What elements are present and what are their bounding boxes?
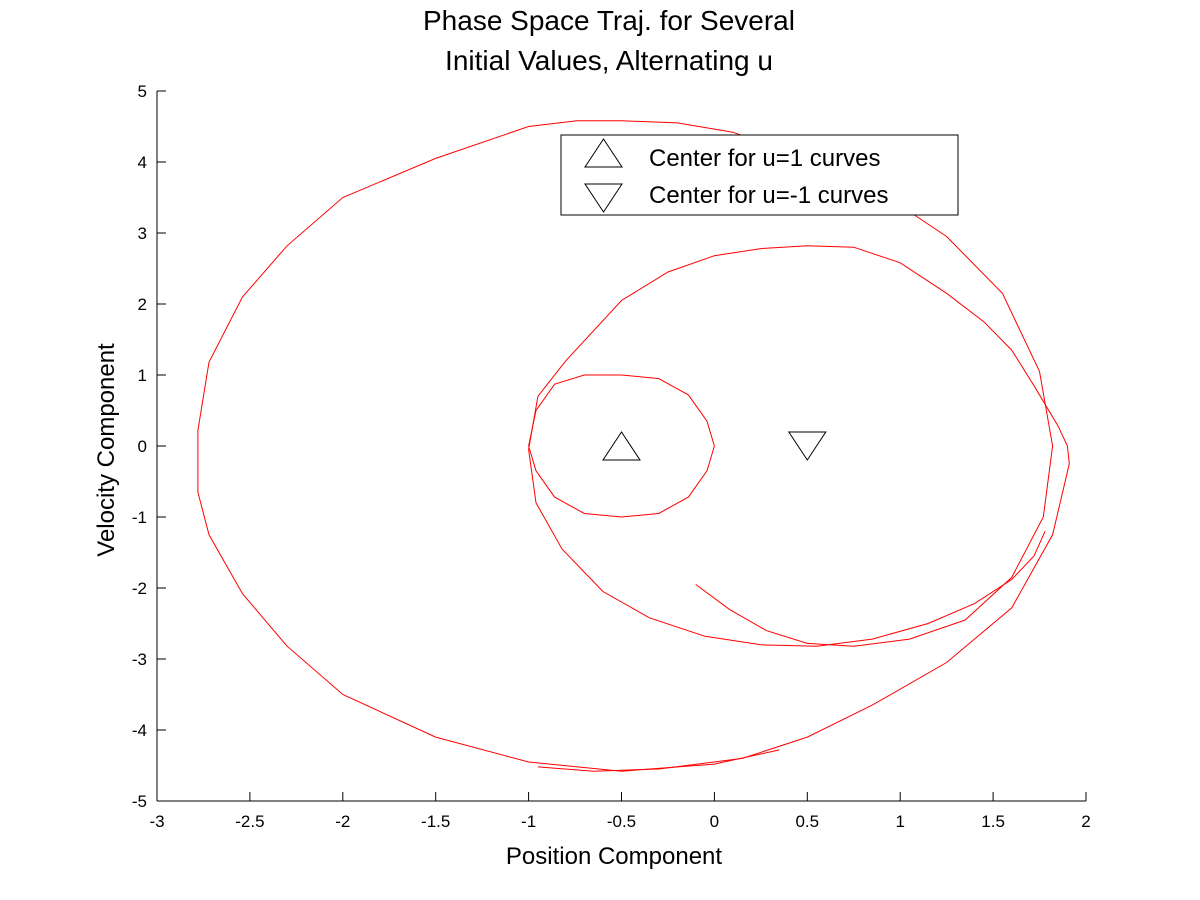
x-tick-label: -0.5 <box>607 812 636 831</box>
y-tick-label: 4 <box>138 153 147 172</box>
legend-triangle-up-icon <box>584 138 623 168</box>
x-tick-label: 0 <box>710 812 719 831</box>
x-tick-label: -1 <box>521 812 536 831</box>
y-tick-label: 1 <box>138 366 147 385</box>
trajectory-line-4 <box>528 374 715 518</box>
trajectory-line-2 <box>197 120 780 772</box>
y-tick-label: -1 <box>132 508 147 527</box>
y-tick-label: -3 <box>132 650 147 669</box>
y-tick-label: 2 <box>138 295 147 314</box>
x-tick-label: -3 <box>149 812 164 831</box>
trajectory-line-5 <box>528 449 1046 647</box>
plot-area <box>197 120 1070 772</box>
y-axis-label: Velocity Component <box>93 343 120 557</box>
y-tick-label: 3 <box>138 224 147 243</box>
y-tick-label: 5 <box>138 82 147 101</box>
x-tick-label: 0.5 <box>795 812 819 831</box>
y-tick-label: 0 <box>138 437 147 456</box>
axes: -3 -2.5 -2 -1.5 -1 -0.5 0 0.5 1 1.5 2 -5 -4 -3 -2 -1 0 1… <box>132 82 1091 831</box>
x-tick-label: -2 <box>335 812 350 831</box>
x-tick-label: 1.5 <box>981 812 1005 831</box>
trajectory-curves <box>197 120 1070 772</box>
legend: Center for u=1 curves Center for u=-1 cu… <box>560 134 959 216</box>
y-tick-label: -2 <box>132 579 147 598</box>
legend-entry-2-label: Center for u=-1 curves <box>649 182 888 209</box>
triangle-down-center-marker <box>787 431 827 461</box>
y-tick-label: -5 <box>132 792 147 811</box>
legend-box <box>560 134 959 216</box>
x-tick-label: 2 <box>1081 812 1090 831</box>
x-tick-label: -2.5 <box>235 812 264 831</box>
x-tick-label: -1.5 <box>421 812 450 831</box>
chart-title: Phase Space Traj. for Several Initial Va… <box>423 5 795 76</box>
y-ticks: -5 -4 -3 -2 -1 0 1 2 3 4 5 <box>132 82 166 811</box>
trajectory-line-3 <box>528 245 1070 772</box>
center-markers <box>602 431 827 461</box>
y-tick-label: -4 <box>132 721 147 740</box>
x-axis-label: Position Component <box>506 843 722 870</box>
triangle-up-center-marker <box>602 431 641 461</box>
chart-title-line-1: Phase Space Traj. for Several <box>423 5 795 36</box>
chart-title-line-2: Initial Values, Alternating u <box>445 45 773 76</box>
legend-triangle-down-icon <box>584 183 623 213</box>
x-ticks: -3 -2.5 -2 -1.5 -1 -0.5 0 0.5 1 1.5 2 <box>149 792 1091 831</box>
x-tick-label: 1 <box>895 812 904 831</box>
legend-entry-1-label: Center for u=1 curves <box>649 145 880 172</box>
